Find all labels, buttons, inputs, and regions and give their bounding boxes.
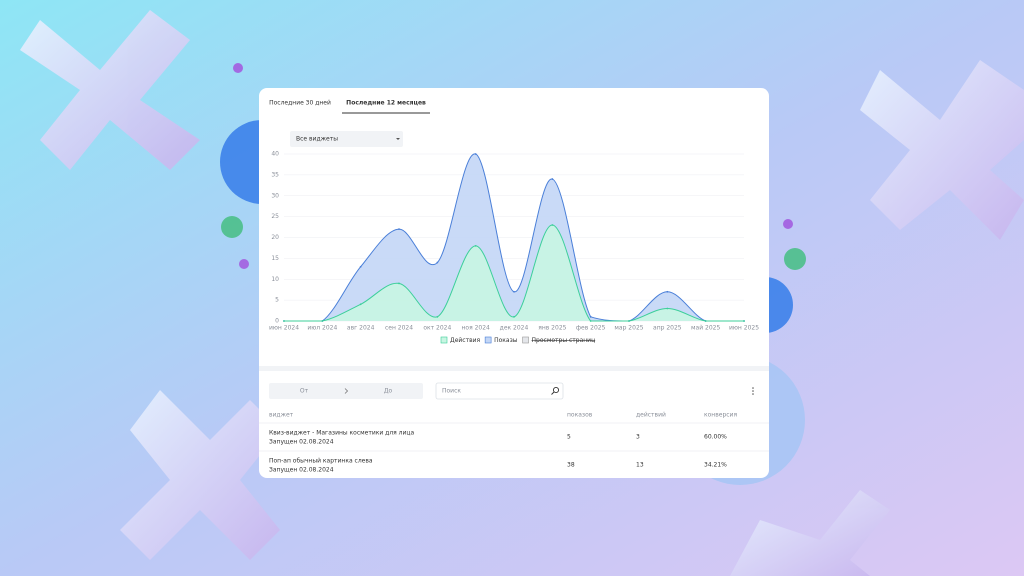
cell: 38 — [567, 462, 575, 469]
point — [628, 320, 630, 322]
table-header: показов — [567, 412, 593, 419]
point — [589, 320, 592, 322]
x-tick-label: июн 2025 — [729, 325, 759, 332]
point — [283, 320, 285, 322]
y-tick-label: 0 — [275, 318, 279, 325]
point — [474, 244, 477, 247]
point — [398, 228, 400, 231]
cell: 5 — [567, 434, 571, 441]
legend-swatch — [440, 336, 448, 344]
point — [321, 320, 324, 322]
cell: 34.21% — [704, 462, 727, 469]
search-icon — [551, 386, 560, 395]
arrow — [344, 388, 349, 394]
plot: 0 5 10 15 20 25 30 35 40 июн 2024 июл 2024 авг 2024… — [269, 151, 759, 345]
table-header: конверсия — [704, 412, 737, 419]
point — [359, 265, 362, 268]
search-placeholder: Поиск — [442, 388, 461, 395]
point — [704, 320, 707, 322]
legend-label: Действия — [450, 337, 481, 344]
legend-label: Показы — [494, 337, 518, 344]
point — [666, 290, 669, 293]
x-tick-label: июн 2024 — [269, 325, 299, 332]
x-tick-label: июл 2024 — [307, 325, 337, 332]
table: виджет показов действий конверсия Квиз-видже… — [259, 412, 769, 474]
x-tick-label: фев 2025 — [576, 325, 606, 332]
point — [666, 307, 669, 310]
x-tick-label: май 2025 — [691, 325, 720, 332]
widget-started: Запущен 02.08.2024 — [269, 467, 334, 474]
point — [359, 303, 362, 306]
dropdown-caret — [396, 138, 400, 140]
point — [398, 282, 400, 285]
card — [259, 88, 769, 478]
point — [551, 178, 554, 180]
from: От — [300, 388, 309, 395]
point — [551, 224, 554, 226]
x-tick-label: сен 2024 — [385, 325, 413, 332]
x-tick-label: дек 2024 — [500, 325, 529, 332]
dropdown[interactable] — [290, 131, 403, 147]
point — [589, 315, 592, 318]
legend-label: Просмотры страниц — [532, 337, 596, 344]
point — [513, 290, 515, 293]
point — [474, 153, 477, 155]
y-tick-label: 10 — [271, 276, 279, 283]
y-tick-label: 25 — [271, 213, 279, 220]
y-tick-label: 20 — [271, 234, 279, 241]
area — [284, 153, 744, 321]
cell: 60.00% — [704, 434, 727, 441]
y-tick-label: 15 — [271, 255, 279, 262]
point — [436, 261, 439, 264]
y-tick-label: 5 — [275, 297, 279, 304]
y-tick-label: 30 — [271, 192, 279, 199]
legend-swatch — [484, 336, 492, 344]
table-header: действий — [636, 412, 666, 419]
x-tick-label: окт 2024 — [423, 325, 451, 332]
cell: 13 — [636, 462, 644, 469]
x-tick-label: авг 2024 — [347, 325, 375, 332]
tab-active[interactable]: Последние 12 месяцев — [346, 100, 426, 107]
x-tick-label: мар 2025 — [614, 325, 643, 332]
point — [743, 320, 745, 322]
widget-started: Запущен 02.08.2024 — [269, 439, 334, 446]
table-header: виджет — [269, 412, 294, 419]
tab[interactable]: Последние 30 дней — [269, 100, 331, 107]
area — [284, 224, 744, 321]
x-tick-label: ноя 2024 — [461, 325, 490, 332]
y-tick-label: 35 — [271, 171, 279, 178]
date-range[interactable] — [269, 383, 423, 399]
y-tick-label: 40 — [271, 151, 279, 158]
dropdown-label: Все виджеты — [296, 136, 338, 143]
widget-name: Квиз-виджет - Магазины косметики для лиц… — [269, 430, 415, 437]
menu-dots[interactable] — [752, 387, 754, 395]
point — [513, 315, 515, 318]
cell: 3 — [636, 434, 640, 441]
search-box[interactable] — [435, 382, 564, 400]
x-tick-label: янв 2025 — [538, 325, 566, 332]
to: До — [384, 388, 393, 395]
point — [436, 315, 439, 318]
legend-swatch — [522, 336, 529, 344]
widget-name: Поп-ап обычный картинка слева — [269, 458, 373, 465]
x-tick-label: апр 2025 — [653, 325, 682, 332]
separator — [259, 366, 769, 371]
